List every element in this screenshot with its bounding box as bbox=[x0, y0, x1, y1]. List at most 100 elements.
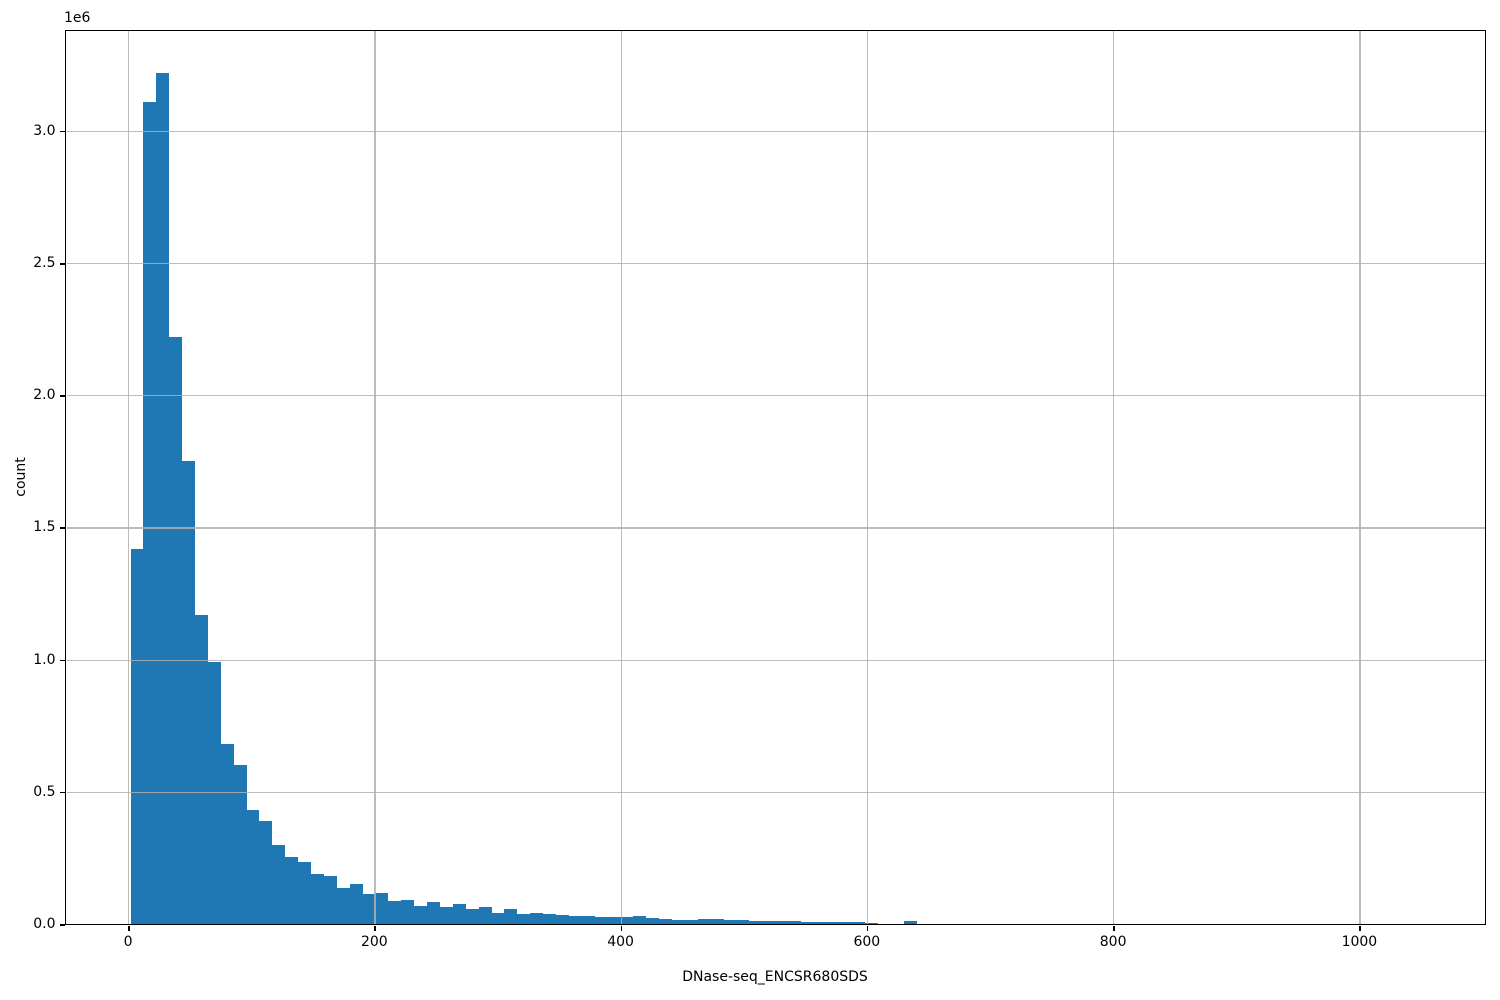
x-tick-mark bbox=[1359, 925, 1361, 931]
histogram-bar bbox=[697, 918, 711, 924]
histogram-bar bbox=[439, 906, 453, 924]
histogram-bar bbox=[143, 101, 157, 924]
histogram-bar bbox=[427, 901, 440, 924]
histogram-bar bbox=[478, 907, 492, 924]
histogram-bar bbox=[414, 905, 428, 924]
x-gridline bbox=[128, 31, 130, 924]
histogram-bar bbox=[362, 894, 376, 924]
histogram-bar bbox=[646, 918, 660, 924]
y-tick-mark bbox=[60, 659, 65, 662]
histogram-bar bbox=[826, 921, 840, 924]
y-tick-mark bbox=[60, 130, 65, 133]
y-tick-label: 2.5 bbox=[33, 255, 56, 272]
histogram-bar bbox=[633, 916, 647, 924]
histogram-bar bbox=[323, 876, 337, 924]
x-tick-label: 800 bbox=[1099, 934, 1127, 950]
histogram-bar bbox=[156, 72, 170, 924]
x-tick-label: 200 bbox=[360, 934, 388, 950]
histogram-bar bbox=[311, 873, 324, 924]
histogram-bar bbox=[336, 888, 350, 924]
histogram-bar bbox=[233, 765, 247, 924]
histogram-bar bbox=[710, 918, 724, 924]
histogram-bar bbox=[169, 337, 183, 924]
histogram-bar bbox=[246, 810, 260, 924]
histogram-bar bbox=[272, 844, 286, 924]
histogram-bar bbox=[504, 908, 518, 924]
x-gridline bbox=[1359, 31, 1361, 924]
histogram-bar bbox=[543, 913, 556, 924]
histogram-bar bbox=[568, 916, 582, 924]
y-tick-label: 0.5 bbox=[33, 783, 56, 800]
histogram-bar bbox=[465, 909, 479, 924]
y-gridline bbox=[66, 791, 1485, 793]
y-tick-label: 2.0 bbox=[33, 387, 56, 404]
histogram-bar bbox=[788, 921, 801, 924]
histogram-bar bbox=[813, 921, 827, 924]
histogram-bar bbox=[388, 900, 402, 924]
y-gridline bbox=[66, 659, 1485, 661]
histogram-bar bbox=[852, 922, 866, 924]
y-tick-mark bbox=[60, 924, 65, 926]
x-gridline bbox=[866, 31, 869, 924]
x-tick-mark bbox=[128, 925, 130, 931]
y-tick-label: 3.0 bbox=[33, 122, 56, 139]
histogram-bar bbox=[736, 920, 750, 924]
y-gridline bbox=[66, 395, 1485, 397]
histogram-bar bbox=[581, 916, 595, 924]
histogram-bar bbox=[182, 461, 195, 924]
y-tick-label: 1.0 bbox=[33, 651, 56, 668]
histogram-bar bbox=[349, 884, 363, 924]
histogram-bar bbox=[607, 917, 621, 924]
histogram-bar bbox=[375, 892, 389, 924]
x-tick-mark bbox=[1113, 925, 1115, 931]
plot-area bbox=[66, 31, 1485, 924]
histogram-bar bbox=[220, 744, 234, 924]
histogram-bar bbox=[452, 903, 466, 924]
histogram-bar bbox=[800, 921, 814, 924]
histogram-bar bbox=[530, 912, 544, 924]
histogram-bar bbox=[839, 921, 853, 924]
x-tick-mark bbox=[374, 925, 376, 931]
y-tick-mark bbox=[60, 263, 65, 265]
x-tick-label: 600 bbox=[853, 934, 881, 950]
histogram-bar bbox=[762, 921, 776, 924]
y-gridline bbox=[66, 130, 1485, 133]
histogram-bar bbox=[904, 920, 917, 924]
x-gridline bbox=[620, 31, 622, 924]
histogram-bar bbox=[555, 915, 569, 924]
x-tick-label: 0 bbox=[123, 934, 133, 950]
histogram-bar bbox=[684, 919, 698, 924]
histogram-bar bbox=[594, 916, 608, 924]
y-tick-mark bbox=[60, 527, 65, 529]
histogram-bar bbox=[130, 548, 144, 924]
y-gridline bbox=[66, 263, 1485, 265]
y-tick-mark bbox=[60, 791, 65, 794]
x-gridline bbox=[374, 31, 376, 924]
y-gridline bbox=[66, 527, 1485, 529]
x-tick-label: 1000 bbox=[1341, 934, 1378, 950]
histogram-bar bbox=[298, 861, 312, 924]
histogram-bar bbox=[865, 922, 879, 924]
histogram-bar bbox=[671, 919, 685, 924]
x-axis-label: DNase-seq_ENCSR680SDS bbox=[682, 969, 868, 985]
x-tick-label: 400 bbox=[607, 934, 634, 950]
histogram-bar bbox=[491, 912, 505, 924]
histogram-bar bbox=[659, 918, 672, 924]
y-tick-mark bbox=[60, 395, 65, 397]
y-axis-offset-label: 1e6 bbox=[64, 10, 91, 26]
histogram-bar bbox=[207, 662, 221, 924]
y-axis-label: count bbox=[13, 457, 29, 497]
histogram-bar bbox=[401, 899, 415, 924]
x-tick-mark bbox=[866, 925, 869, 931]
histogram-bar bbox=[723, 920, 737, 924]
histogram-bar bbox=[517, 914, 531, 924]
histogram-bar bbox=[285, 857, 299, 924]
histogram-bar bbox=[620, 917, 634, 924]
x-gridline bbox=[1113, 31, 1115, 924]
histogram-bar bbox=[259, 820, 273, 924]
x-tick-mark bbox=[620, 925, 623, 931]
histogram-bar bbox=[749, 921, 763, 924]
histogram-bar bbox=[194, 614, 208, 924]
histogram-bar bbox=[775, 921, 789, 924]
